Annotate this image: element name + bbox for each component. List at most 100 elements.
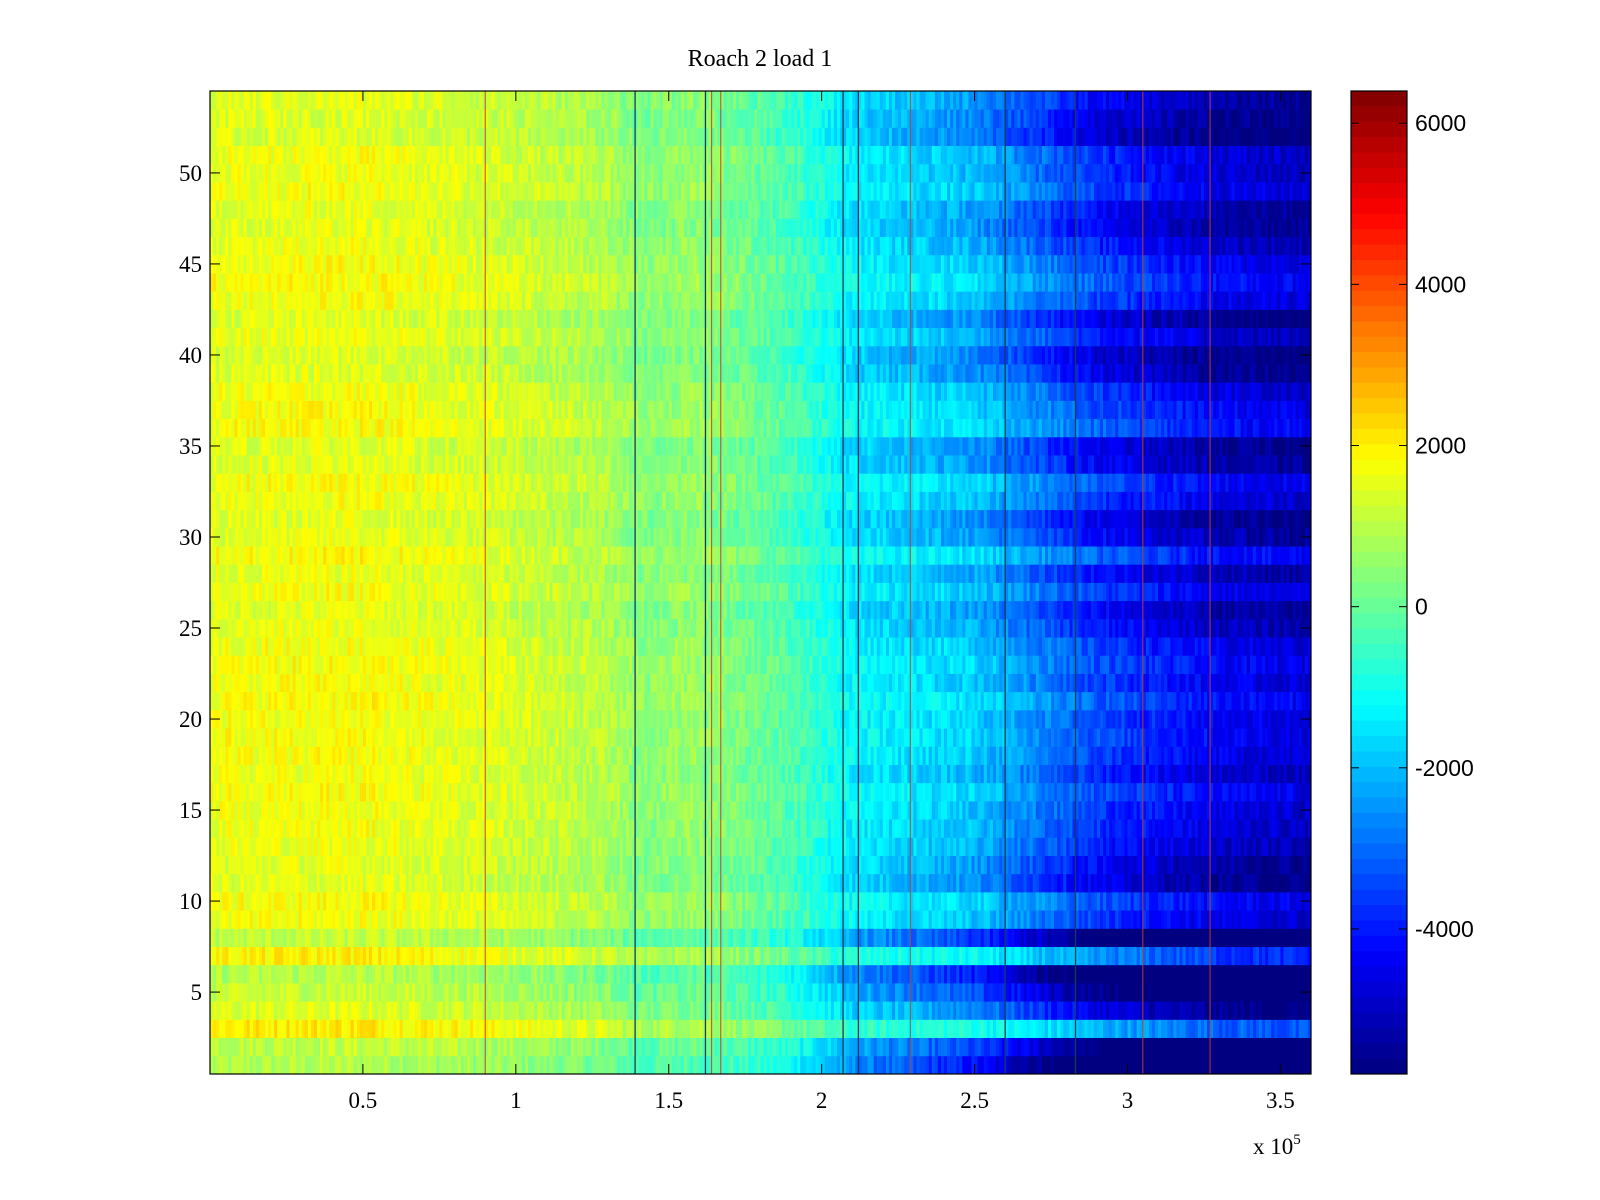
heatmap-cell	[283, 1055, 287, 1075]
heatmap-cell	[378, 964, 382, 984]
heatmap-cell	[1005, 928, 1009, 947]
heatmap-cell	[717, 910, 722, 929]
heatmap-cell	[772, 982, 777, 1002]
heatmap-cell	[307, 800, 312, 820]
heatmap-cell	[693, 1055, 697, 1075]
heatmap-cell	[378, 910, 382, 929]
heatmap-cell	[329, 1001, 333, 1020]
heatmap-cell	[286, 1055, 290, 1075]
heatmap-cell	[1005, 1037, 1009, 1057]
heatmap-cell	[992, 1037, 997, 1057]
heatmap-cell	[833, 928, 838, 947]
heatmap-cell	[1112, 855, 1116, 875]
heatmap-cell	[925, 891, 930, 911]
heatmap-cell	[959, 928, 963, 947]
heatmap-cell	[904, 910, 908, 929]
heatmap-cell	[824, 819, 829, 838]
heatmap-cell	[791, 964, 795, 984]
heatmap-cell	[1066, 855, 1070, 875]
heatmap-cell	[797, 946, 801, 966]
heatmap-cell	[1029, 1019, 1034, 1038]
heatmap-cell	[347, 910, 352, 929]
heatmap-cell	[708, 891, 712, 911]
heatmap-cell	[1078, 1001, 1083, 1020]
heatmap-cell	[567, 928, 572, 947]
heatmap-cell	[778, 1037, 783, 1057]
heatmap-cell	[613, 819, 618, 838]
heatmap-cell	[1271, 910, 1275, 929]
heatmap-cell	[999, 891, 1003, 911]
heatmap-cell	[451, 946, 456, 966]
heatmap-cell	[1078, 1019, 1083, 1038]
heatmap-cell	[216, 855, 220, 875]
heatmap-cell	[219, 910, 223, 929]
heatmap-cell	[956, 928, 960, 947]
heatmap-cell	[549, 1037, 553, 1057]
heatmap-cell	[809, 928, 813, 947]
heatmap-cell	[992, 873, 997, 893]
heatmap-cell	[1051, 1001, 1055, 1020]
heatmap-cell	[800, 946, 804, 966]
heatmap-cell	[684, 964, 688, 984]
heatmap-cell	[1176, 873, 1180, 893]
heatmap-cell	[427, 819, 431, 838]
heatmap-cell	[986, 964, 991, 984]
heatmap-cell	[1197, 800, 1202, 820]
heatmap-cell	[885, 873, 890, 893]
heatmap-cell	[525, 800, 529, 820]
heatmap-cell	[1243, 1019, 1248, 1038]
heatmap-cell	[1026, 891, 1031, 911]
heatmap-cell	[1271, 819, 1275, 838]
heatmap-cell	[439, 1019, 443, 1038]
heatmap-cell	[341, 837, 345, 856]
heatmap-cell	[824, 1055, 832, 1075]
heatmap-cell	[693, 928, 697, 947]
heatmap-cell	[962, 1055, 966, 1075]
heatmap-cell	[457, 1055, 462, 1075]
heatmap-cell	[607, 964, 612, 984]
heatmap-cell	[414, 873, 419, 893]
heatmap-cell	[427, 964, 431, 984]
heatmap-cell	[919, 855, 923, 875]
heatmap-cell	[320, 891, 324, 911]
heatmap-cell	[1176, 837, 1180, 856]
heatmap-cell	[1213, 891, 1217, 911]
heatmap-cell	[1002, 928, 1006, 947]
heatmap-cell	[1038, 928, 1043, 947]
heatmap-cell	[1142, 873, 1147, 893]
heatmap-cell	[1130, 837, 1135, 856]
heatmap-cell	[1182, 873, 1187, 893]
heatmap-cell	[940, 855, 945, 875]
heatmap-cell	[1063, 910, 1067, 929]
heatmap-cell	[369, 855, 373, 875]
heatmap-cell	[561, 1055, 566, 1075]
heatmap-cell	[540, 964, 544, 984]
heatmap-cell	[928, 1019, 933, 1038]
heatmap-cell	[693, 964, 697, 984]
heatmap-cell	[977, 800, 982, 820]
heatmap-cell	[901, 837, 905, 856]
heatmap-cell	[800, 800, 804, 820]
heatmap-cell	[234, 891, 238, 911]
heatmap-cell	[225, 946, 229, 966]
heatmap-cell	[552, 837, 556, 856]
heatmap-cell	[846, 910, 850, 929]
heatmap-cell	[836, 1001, 841, 1020]
heatmap-cell	[849, 928, 853, 947]
heatmap-cell	[1200, 946, 1205, 966]
heatmap-cell	[916, 891, 920, 911]
heatmap-cell	[995, 1055, 1000, 1075]
heatmap-cell	[947, 1055, 951, 1075]
heatmap-cell	[870, 982, 875, 1002]
heatmap-cell	[344, 855, 349, 875]
heatmap-cell	[830, 910, 835, 929]
heatmap-cell	[616, 873, 621, 893]
heatmap-cell	[1249, 837, 1254, 856]
heatmap-cell	[292, 800, 297, 820]
heatmap-cell	[833, 1037, 838, 1057]
heatmap-cell	[252, 1055, 257, 1075]
heatmap-cell	[836, 964, 841, 984]
heatmap-cell	[858, 964, 862, 984]
heatmap-cell	[246, 946, 251, 966]
heatmap-cell	[974, 891, 979, 911]
